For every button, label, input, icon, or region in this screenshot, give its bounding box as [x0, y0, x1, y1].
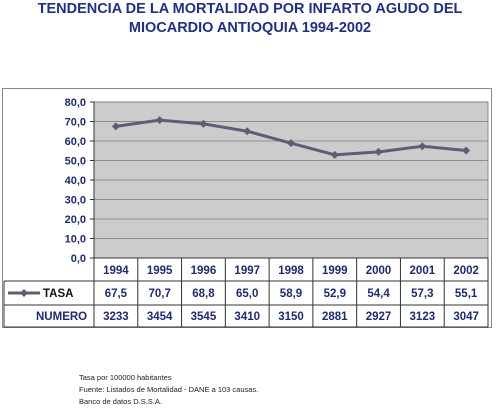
x-category-label: 1999 [322, 265, 348, 277]
line-chart: 0,0 10,0 20,0 30,0 40,0 50,0 60,0 70,0 80,0 1994… [3, 97, 489, 328]
table-cell-numero: 3454 [147, 311, 173, 323]
y-tick-label: 50,0 [65, 156, 86, 168]
x-category-label: 2001 [410, 265, 436, 277]
data-point-tasa [418, 142, 427, 151]
data-label-tasa: 68,8 [192, 288, 215, 300]
legend-marker-tasa [20, 289, 28, 297]
data-point-tasa [155, 116, 164, 125]
y-tick-label: 30,0 [65, 195, 86, 207]
footnote-database: Banco de datos D.S.S.A. [79, 397, 162, 406]
data-point-tasa [374, 147, 383, 156]
y-tick-label: 10,0 [65, 234, 86, 246]
data-point-tasa [330, 150, 339, 159]
y-tick-label: 70,0 [65, 117, 86, 129]
chart-title-line-1: TENDENCIA DE LA MORTALIDAD POR INFARTO A… [37, 1, 463, 17]
y-tick-label: 20,0 [65, 214, 86, 226]
data-table: 1994 1995 1996 1997 1998 1999 2000 2001 2002 TASA… [3, 257, 489, 328]
data-point-tasa [111, 122, 120, 131]
data-label-tasa: 70,7 [148, 288, 170, 300]
x-category-label: 1998 [278, 265, 304, 277]
table-cell-numero: 3233 [103, 311, 129, 323]
data-label-tasa: 58,9 [280, 288, 302, 300]
table-cell-numero: 3047 [453, 311, 479, 323]
y-tick-label: 80,0 [65, 97, 86, 109]
x-category-label: 1995 [147, 265, 173, 277]
table-cell-numero: 3410 [234, 311, 260, 323]
series-line-group [111, 116, 471, 159]
x-category-label: 1994 [103, 265, 129, 277]
table-cell-numero: 3123 [410, 311, 436, 323]
table-cell-numero: 2881 [322, 311, 348, 323]
y-tick-label: 0,0 [71, 253, 86, 265]
x-category-label: 2000 [366, 265, 392, 277]
table-row-label-numero: NUMERO [36, 311, 87, 323]
data-label-tasa: 54,4 [367, 288, 390, 300]
x-category-label: 2002 [453, 265, 479, 277]
data-point-tasa [243, 127, 252, 136]
legend-label-tasa: TASA [43, 288, 73, 300]
y-axis-ticks: 0,0 10,0 20,0 30,0 40,0 50,0 60,0 70,0 80,0 [65, 97, 95, 265]
footnotes: Tasa por 100000 habitantes Fuente: Lista… [79, 372, 258, 408]
footnote-rate: Tasa por 100000 habitantes [79, 373, 172, 382]
x-category-label: 1997 [234, 265, 260, 277]
data-label-tasa: 65,0 [236, 288, 258, 300]
table-cell-numero: 3545 [191, 311, 217, 323]
data-point-tasa [287, 139, 295, 148]
y-tick-label: 60,0 [65, 136, 86, 148]
data-label-tasa: 52,9 [324, 288, 346, 300]
data-point-tasa [462, 146, 471, 155]
y-tick-label: 40,0 [65, 175, 86, 187]
footnote-source: Fuente: Listados de Mortalidad - DANE a … [79, 385, 259, 394]
x-category-label: 1996 [191, 265, 217, 277]
chart-title: TENDENCIA DE LA MORTALIDAD POR INFARTO A… [0, 0, 500, 38]
data-label-tasa: 55,1 [455, 288, 478, 300]
data-label-tasa: 57,3 [411, 288, 433, 300]
table-cell-numero: 3150 [278, 311, 304, 323]
data-label-tasa: 67,5 [105, 288, 128, 300]
table-cell-numero: 2927 [366, 311, 392, 323]
chart-title-line-2: MIOCARDIO ANTIOQUIA 1994-2002 [128, 20, 372, 36]
data-point-tasa [199, 119, 208, 128]
